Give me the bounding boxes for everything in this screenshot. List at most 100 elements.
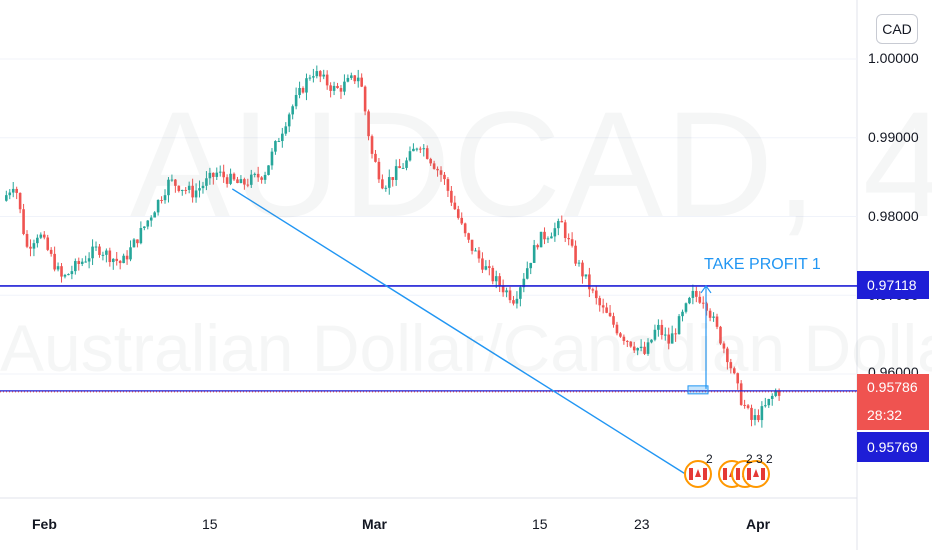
candle-body xyxy=(180,189,184,192)
candle-body xyxy=(601,305,605,308)
symbol-watermark: AUDCAD, 4h xyxy=(130,80,932,248)
candle-body xyxy=(305,78,308,93)
candle-body xyxy=(622,336,626,341)
currency-button[interactable]: CAD xyxy=(876,14,918,44)
candle-body xyxy=(505,290,508,293)
candle-body xyxy=(315,71,319,77)
candle-body xyxy=(446,179,450,191)
candle-body xyxy=(312,76,315,78)
y-tick-label: 0.98000 xyxy=(868,208,919,224)
candle-body xyxy=(177,185,181,192)
candle-body xyxy=(387,177,391,188)
candle-body xyxy=(415,148,419,150)
candle-body xyxy=(198,188,201,191)
candle-body xyxy=(274,141,277,152)
candle-body xyxy=(5,195,8,201)
candle-body xyxy=(318,71,322,77)
candle-body xyxy=(225,177,229,184)
candle-body xyxy=(91,246,94,259)
candle-body xyxy=(29,246,32,249)
candle-body xyxy=(208,172,212,179)
candle-body xyxy=(612,316,615,325)
candle-body xyxy=(249,174,253,185)
candle-body xyxy=(739,383,743,405)
candle-body xyxy=(201,185,205,189)
candle-body xyxy=(394,166,398,180)
candle-body xyxy=(574,245,577,264)
candle-body xyxy=(167,179,170,196)
candle-body xyxy=(443,174,446,180)
candle-body xyxy=(132,239,136,248)
candle-body xyxy=(80,261,84,264)
candle-body xyxy=(750,407,753,420)
candle-body xyxy=(239,179,243,184)
take-profit-label[interactable]: TAKE PROFIT 1 xyxy=(704,256,821,273)
name-watermark: Australian Dollar/Canadian Dollar xyxy=(0,311,932,385)
flag-band xyxy=(747,468,751,480)
candle-body xyxy=(705,303,708,311)
candle-body xyxy=(143,226,146,229)
candle-body xyxy=(498,276,501,286)
candle-body xyxy=(215,172,219,177)
candle-body xyxy=(481,258,484,270)
flag-band xyxy=(736,468,740,480)
candle-body xyxy=(398,166,401,169)
candle-body xyxy=(277,141,281,143)
candle-body xyxy=(343,81,346,92)
candle-body xyxy=(346,77,350,82)
candle-body xyxy=(25,233,29,247)
take-profit-arrow-head xyxy=(700,284,712,294)
candle-body xyxy=(453,202,457,210)
candle-body xyxy=(229,173,232,184)
x-tick-label: Mar xyxy=(362,516,387,532)
candle-body xyxy=(660,324,664,335)
candle-body xyxy=(491,267,495,282)
candle-body xyxy=(146,220,150,227)
candle-body xyxy=(677,316,681,335)
flag-band xyxy=(761,468,765,480)
x-tick-label: Apr xyxy=(746,516,771,532)
candle-body xyxy=(101,254,105,256)
candle-body xyxy=(153,212,156,218)
candle-body xyxy=(32,243,36,249)
candle-body xyxy=(439,170,443,175)
candle-body xyxy=(108,250,112,263)
candle-body xyxy=(339,88,343,92)
candle-body xyxy=(650,339,653,343)
candle-body xyxy=(719,326,722,344)
candle-body xyxy=(550,236,553,239)
candle-body xyxy=(746,405,750,408)
candle-body xyxy=(118,260,122,264)
candle-body xyxy=(401,167,405,169)
candle-body xyxy=(170,179,174,181)
candle-body xyxy=(350,75,353,78)
candle-body xyxy=(15,188,18,193)
candle-body xyxy=(712,316,715,318)
event-count: 2 xyxy=(746,452,753,466)
candle-body xyxy=(653,329,657,340)
maple-leaf xyxy=(753,469,759,477)
candle-body xyxy=(701,302,705,304)
candle-body xyxy=(381,179,384,189)
candle-body xyxy=(532,245,536,263)
event-count: 3 xyxy=(756,452,763,466)
candle-body xyxy=(46,237,50,250)
candle-body xyxy=(122,255,125,264)
candle-body xyxy=(743,404,746,406)
candle-body xyxy=(291,106,294,115)
candle-body xyxy=(74,261,77,272)
candle-body xyxy=(370,136,374,154)
candle-body xyxy=(708,310,712,318)
candle-body xyxy=(512,300,515,304)
candle-body xyxy=(670,333,674,344)
candle-body xyxy=(149,217,153,221)
bar-countdown-label: 28:32 xyxy=(857,400,929,430)
candle-body xyxy=(236,179,239,184)
candle-body xyxy=(691,290,695,298)
y-tick-label: 1.00000 xyxy=(868,50,919,66)
candle-body xyxy=(588,274,591,290)
candle-body xyxy=(194,190,198,198)
candle-body xyxy=(218,171,222,173)
flag-band xyxy=(703,468,707,480)
